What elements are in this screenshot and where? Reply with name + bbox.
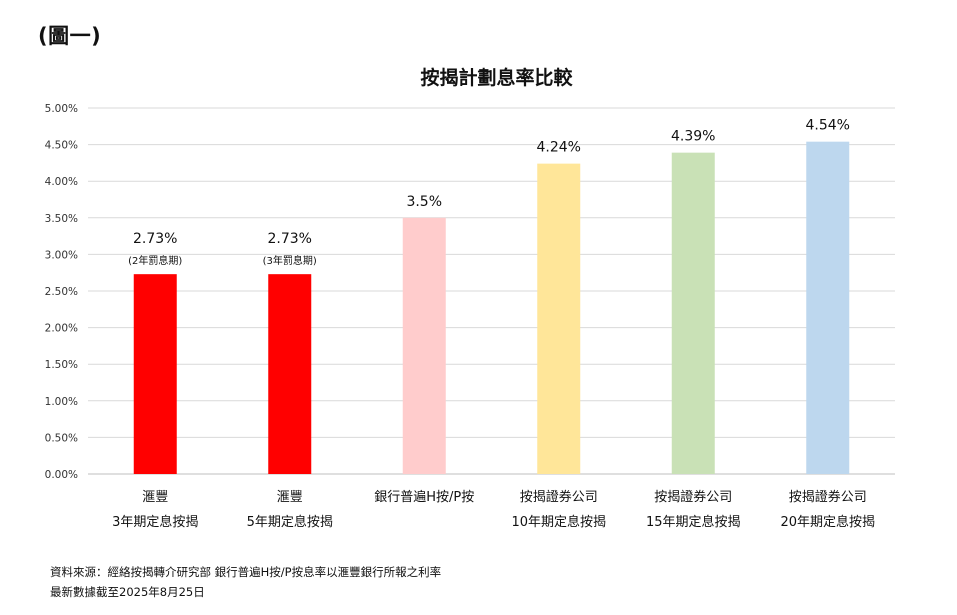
chart-title: 按揭計劃息率比較 <box>420 66 573 89</box>
bar-chart: 按揭計劃息率比較 0.00% 0.50% 1.00% 1.50% 2.00% 2.50% 3.… <box>45 66 895 530</box>
data-label: 4.39% <box>671 129 715 145</box>
x-tick-label: 20年期定息按揭 <box>780 514 875 530</box>
y-tick-label: 1.00% <box>45 396 78 408</box>
x-tick-label: 按揭證券公司 <box>520 489 598 505</box>
data-sublabel: (3年罰息期) <box>263 254 317 267</box>
y-tick-label: 0.50% <box>45 432 78 444</box>
x-tick-label: 15年期定息按揭 <box>646 514 741 530</box>
y-tick-label: 4.50% <box>45 140 78 152</box>
y-tick-label: 4.00% <box>45 176 78 188</box>
y-tick-label: 2.50% <box>45 286 78 298</box>
source-note: 資料來源：經絡按揭轉介研究部 銀行普遍H按/P按息率以滙豐銀行所報之利率 最新數… <box>50 562 441 602</box>
x-tick-label: 5年期定息按揭 <box>247 514 333 530</box>
data-label: 2.73% <box>133 231 177 247</box>
data-label: 4.24% <box>537 140 581 156</box>
x-tick-label: 10年期定息按揭 <box>511 514 606 530</box>
y-tick-label: 5.00% <box>45 103 78 115</box>
data-label: 2.73% <box>268 231 312 247</box>
data-sublabel: (2年罰息期) <box>128 254 182 267</box>
x-tick-label: 銀行普遍H按/P按 <box>374 489 474 505</box>
figure-label: (圖一) <box>38 24 102 48</box>
x-tick-label: 按揭證券公司 <box>654 489 732 505</box>
x-tick-label: 按揭證券公司 <box>789 489 867 505</box>
source-line-2: 最新數據截至2025年8月25日 <box>50 585 205 599</box>
x-tick-label: 3年期定息按揭 <box>112 514 198 530</box>
bar <box>806 141 850 474</box>
data-label: 3.5% <box>406 194 442 210</box>
x-tick-label: 滙豐 <box>142 490 168 505</box>
y-tick-label: 1.50% <box>45 359 78 371</box>
y-tick-label: 2.00% <box>45 323 78 335</box>
data-label: 4.54% <box>806 118 850 134</box>
x-tick-label: 滙豐 <box>277 490 303 505</box>
y-tick-label: 3.00% <box>45 249 78 261</box>
y-tick-label: 3.50% <box>45 213 78 225</box>
bar <box>537 163 581 474</box>
bar <box>268 274 312 474</box>
bar <box>402 217 446 475</box>
bar <box>671 152 715 475</box>
source-line-1: 資料來源：經絡按揭轉介研究部 銀行普遍H按/P按息率以滙豐銀行所報之利率 <box>50 565 442 579</box>
y-tick-label: 0.00% <box>45 469 78 481</box>
bar <box>133 274 177 474</box>
